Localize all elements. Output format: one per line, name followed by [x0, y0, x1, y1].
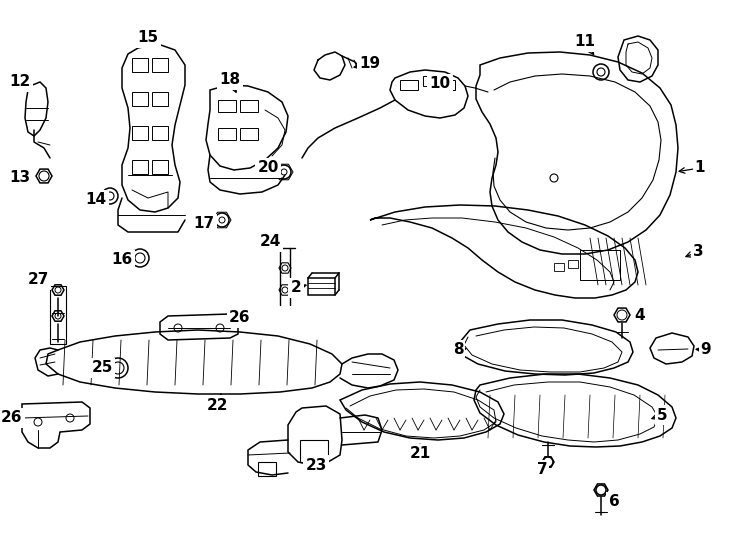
Text: 24: 24	[259, 234, 280, 249]
Bar	[132, 126, 148, 140]
Bar	[218, 100, 236, 112]
Text: 26: 26	[1, 410, 23, 426]
Text: 9: 9	[701, 342, 711, 357]
Text: 3: 3	[693, 245, 703, 260]
Text: 7: 7	[537, 462, 548, 477]
Bar	[132, 160, 148, 174]
Text: 25: 25	[91, 361, 113, 375]
Text: 14: 14	[85, 192, 106, 207]
Text: 23: 23	[305, 457, 327, 472]
Bar	[50, 286, 66, 344]
Text: 10: 10	[429, 77, 451, 91]
Text: 16: 16	[112, 253, 133, 267]
Bar	[152, 160, 168, 174]
Text: 26: 26	[229, 310, 251, 326]
Text: 20: 20	[258, 160, 279, 176]
Text: 1: 1	[695, 160, 705, 176]
Bar	[218, 128, 236, 140]
Text: 12: 12	[10, 75, 31, 90]
Bar	[400, 80, 418, 90]
Bar	[580, 250, 620, 280]
Text: 22: 22	[207, 397, 229, 413]
Text: 11: 11	[575, 35, 595, 50]
Text: 27: 27	[27, 273, 48, 287]
Text: 5: 5	[657, 408, 667, 422]
Bar	[152, 126, 168, 140]
Bar	[300, 440, 328, 462]
Text: 6: 6	[608, 495, 619, 510]
Bar	[240, 100, 258, 112]
Text: 2: 2	[291, 280, 302, 295]
Bar	[440, 80, 455, 90]
Text: 18: 18	[219, 72, 241, 87]
Text: 17: 17	[194, 217, 214, 232]
Text: 21: 21	[410, 447, 431, 462]
Text: 8: 8	[453, 342, 463, 357]
Bar	[258, 462, 276, 476]
Bar	[132, 92, 148, 106]
Bar	[554, 263, 564, 271]
Text: 15: 15	[137, 30, 159, 45]
Bar	[152, 92, 168, 106]
Text: 13: 13	[10, 171, 31, 186]
Bar	[423, 76, 438, 86]
Bar	[240, 128, 258, 140]
Text: 4: 4	[635, 307, 645, 322]
Bar	[132, 58, 148, 72]
Bar	[152, 58, 168, 72]
Text: 19: 19	[360, 57, 380, 71]
Bar	[568, 260, 578, 268]
